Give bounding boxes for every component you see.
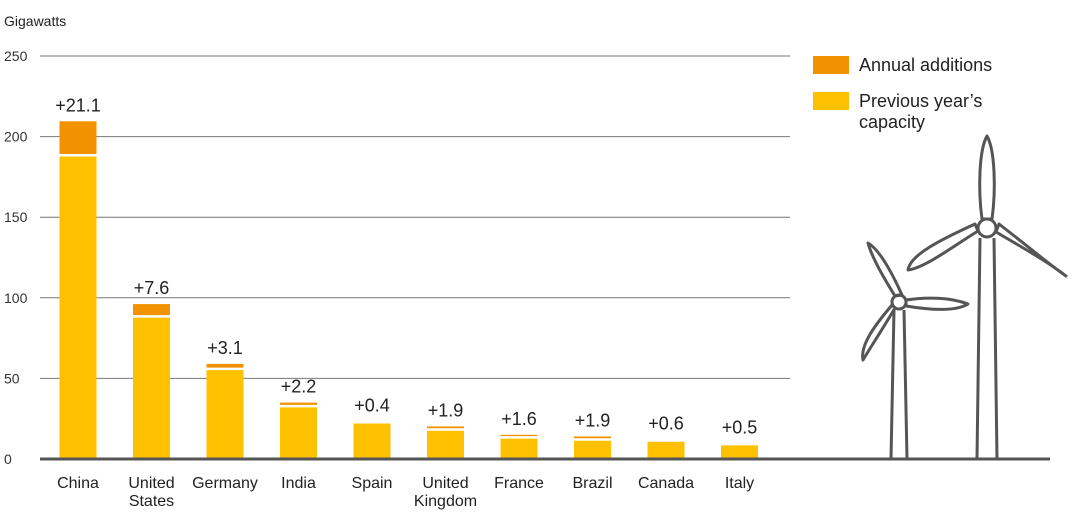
category-label: China xyxy=(57,475,99,492)
bar-previous-capacity xyxy=(59,155,97,459)
bar-previous-capacity xyxy=(280,406,317,459)
bar-annual-addition xyxy=(280,402,317,407)
data-labels: +21.1 +7.6 +3.1 +2.2 +0.4 +1.9 +1.6 +1.9 +0.6 +0.… xyxy=(55,95,757,437)
small-turbine-tower-icon xyxy=(889,309,909,460)
x-axis-categories: China United States Germany India Spain United… xyxy=(57,475,754,510)
bar-annual-addition xyxy=(133,304,170,317)
category-label: United States xyxy=(128,475,174,510)
legend-swatch xyxy=(813,56,849,74)
large-turbine-blade-up-icon xyxy=(978,134,996,221)
category-label: Canada xyxy=(638,475,694,492)
data-label: +3.1 xyxy=(207,338,243,358)
bar-annual-addition xyxy=(427,426,464,430)
large-turbine-blade-right-icon xyxy=(994,222,1068,278)
bar-previous-capacity xyxy=(721,444,758,459)
data-label: +0.6 xyxy=(648,413,684,433)
y-axis-label: Gigawatts xyxy=(4,13,66,29)
category-label: Italy xyxy=(725,475,754,492)
data-label: +21.1 xyxy=(55,95,101,115)
small-turbine-blade-right-icon xyxy=(904,296,970,311)
bars xyxy=(59,121,758,459)
bar-previous-capacity xyxy=(574,439,611,459)
data-label: +2.2 xyxy=(281,377,317,397)
category-label: Spain xyxy=(352,475,393,492)
y-tick-label: 100 xyxy=(4,290,28,306)
data-label: +7.6 xyxy=(134,278,170,298)
data-label: +1.9 xyxy=(575,410,611,430)
y-tick-label: 50 xyxy=(4,370,20,386)
category-label: France xyxy=(494,475,544,492)
bar-previous-capacity xyxy=(353,422,391,459)
bar-previous-capacity xyxy=(133,316,170,459)
category-label: India xyxy=(281,475,316,492)
y-tick-label: 200 xyxy=(4,129,28,145)
small-turbine-blade-up-icon xyxy=(866,241,904,298)
large-turbine-hub-icon xyxy=(976,217,998,239)
bar-previous-capacity xyxy=(500,437,538,459)
category-label: Germany xyxy=(192,475,258,492)
y-axis-ticks: 0 50 100 150 200 250 xyxy=(4,48,28,467)
bar-annual-addition xyxy=(500,434,538,438)
large-turbine-tower-icon xyxy=(975,237,999,460)
data-label: +1.9 xyxy=(428,400,464,420)
gridlines xyxy=(40,55,790,379)
legend: Annual additions Previous year’s capacity xyxy=(813,55,992,132)
data-label: +1.6 xyxy=(501,409,537,429)
y-tick-label: 0 xyxy=(4,451,12,467)
bar-annual-addition xyxy=(59,121,97,156)
y-tick-label: 150 xyxy=(4,209,28,225)
category-label: United Kingdom xyxy=(414,475,477,510)
bar-annual-addition xyxy=(206,363,244,369)
bar-previous-capacity xyxy=(206,368,244,459)
small-turbine-blade-down-icon xyxy=(861,303,897,362)
legend-label: Annual additions xyxy=(859,55,992,75)
data-label: +0.5 xyxy=(722,417,758,437)
legend-swatch xyxy=(813,92,849,110)
large-turbine-blade-left-icon xyxy=(906,222,980,272)
bar-previous-capacity xyxy=(427,429,464,459)
legend-label: Previous year’s capacity xyxy=(859,91,982,132)
bar-annual-addition xyxy=(574,436,611,440)
data-label: +0.4 xyxy=(354,396,390,416)
y-tick-label: 250 xyxy=(4,48,28,64)
wind-turbines-illustration xyxy=(861,134,1068,460)
category-label: Brazil xyxy=(572,475,612,492)
bar-previous-capacity xyxy=(647,440,685,459)
